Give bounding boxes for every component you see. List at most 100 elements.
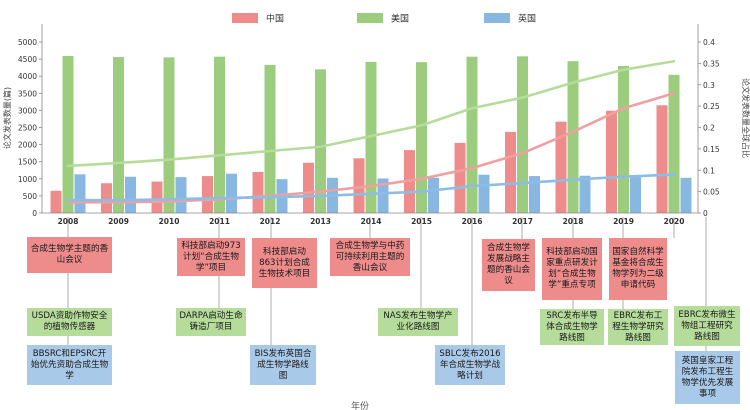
event-uk-2020: 英国皇家工程院发布工程生物学优先发展事项 bbox=[675, 351, 740, 404]
share-lines bbox=[66, 59, 676, 204]
event-cn-2018: 科技部启动国家重点研发计划“合成生物学”重点专项 bbox=[542, 238, 602, 300]
y-tick-label-left: 3000 bbox=[18, 106, 37, 115]
bar bbox=[62, 56, 74, 213]
x-tick-label: 2013 bbox=[310, 217, 331, 226]
share-line bbox=[66, 92, 676, 204]
bars bbox=[50, 56, 692, 214]
event-uk-2016: SBLC发布2016年合成生物学战略计划 bbox=[435, 345, 505, 385]
x-tick-label: 2012 bbox=[260, 217, 281, 226]
axes: 0 500 1000 1500 2000 2500 3000 3500 4000 4500 5000… bbox=[18, 24, 720, 226]
x-tick-label: 2009 bbox=[108, 217, 129, 226]
event-us-2015: NAS发布生物学产业化路线图 bbox=[378, 308, 458, 336]
event-us-2011: DARPA启动生命铸造厂项目 bbox=[176, 308, 246, 336]
bar bbox=[353, 158, 365, 213]
bar bbox=[252, 171, 264, 213]
legend-swatch bbox=[484, 13, 510, 23]
bar bbox=[517, 56, 528, 213]
bar bbox=[466, 56, 478, 214]
x-tick-label: 2019 bbox=[613, 217, 634, 226]
y-tick-label-right: 0.1 bbox=[703, 166, 715, 175]
bar bbox=[630, 175, 641, 213]
legend: 中国 美国 英国 bbox=[232, 13, 536, 25]
y-tick-label-right: 0 bbox=[703, 209, 708, 218]
y-tick-label-right: 0.25 bbox=[703, 102, 720, 111]
y-axis-label-left: 论文发表数量(篇) bbox=[2, 87, 12, 149]
bar bbox=[668, 74, 680, 213]
bar bbox=[365, 61, 377, 213]
bar bbox=[226, 173, 237, 213]
y-tick-label-left: 3500 bbox=[18, 89, 37, 98]
bar bbox=[163, 57, 175, 213]
x-tick-label: 2018 bbox=[563, 217, 584, 226]
share-line bbox=[66, 59, 676, 168]
event-us-2018: SRC发布半导体合成生物学路线图 bbox=[540, 309, 604, 345]
bar bbox=[377, 178, 389, 213]
y-tick-label-left: 4000 bbox=[18, 72, 37, 81]
x-axis-label: 年份 bbox=[351, 400, 369, 410]
y-tick-label-left: 4500 bbox=[18, 55, 37, 64]
x-tick-label: 2020 bbox=[664, 217, 685, 226]
bar bbox=[505, 131, 516, 213]
event-us-2020: EBRC发布微生物组工程研究路线图 bbox=[674, 306, 740, 346]
bar bbox=[656, 105, 668, 213]
bar bbox=[606, 110, 617, 213]
event-cn-2014: 合成生物学与中药可持续利用主题的香山会议 bbox=[330, 238, 410, 276]
x-tick-label: 2016 bbox=[462, 217, 483, 226]
y-tick-label-left: 2000 bbox=[18, 141, 37, 150]
event-us-2008: USDA资助作物安全的植物传感器 bbox=[27, 308, 112, 336]
bar bbox=[214, 56, 225, 214]
bar bbox=[618, 65, 629, 213]
legend-swatch bbox=[357, 13, 383, 23]
bar bbox=[478, 174, 490, 213]
legend-label: 英国 bbox=[518, 13, 536, 25]
share-line bbox=[66, 173, 676, 202]
y-tick-label-left: 1000 bbox=[18, 175, 37, 184]
y-tick-label-right: 0.35 bbox=[703, 59, 720, 68]
y-tick-label-right: 0.05 bbox=[703, 188, 720, 197]
event-cn-2017: 合成生物学发展战略主题的香山会议 bbox=[482, 239, 535, 291]
legend-swatch bbox=[232, 13, 258, 23]
bar bbox=[579, 175, 591, 213]
y-tick-label-left: 1500 bbox=[18, 158, 37, 167]
y-axis-label-right: 论文发表数量全球占比 bbox=[741, 78, 750, 158]
bar bbox=[125, 176, 136, 213]
x-tick-label: 2008 bbox=[58, 217, 79, 226]
event-cn-2011: 科技部启动973计划“合成生物学”项目 bbox=[177, 238, 245, 276]
x-tick-label: 2017 bbox=[512, 217, 533, 226]
bar bbox=[567, 61, 579, 213]
x-tick-label: 2015 bbox=[411, 217, 432, 226]
x-tick-label: 2010 bbox=[159, 217, 180, 226]
connector-lines bbox=[67, 217, 707, 351]
y-tick-label-right: 0.4 bbox=[703, 38, 715, 47]
event-uk-2012: BIS发布英国合成生物学路线图 bbox=[250, 345, 316, 385]
bar bbox=[74, 174, 86, 213]
y-tick-label-right: 0.3 bbox=[703, 81, 715, 90]
event-cn-2012: 科技部启动863计划合成生物技术项目 bbox=[252, 238, 317, 288]
y-tick-label-right: 0.15 bbox=[703, 145, 720, 154]
event-cn-2008: 合成生物学主题的香山会议 bbox=[27, 237, 112, 273]
legend-label: 美国 bbox=[391, 13, 409, 25]
legend-label: 中国 bbox=[266, 13, 284, 25]
bar bbox=[50, 190, 62, 213]
bar bbox=[101, 183, 112, 213]
event-us-2019: EBRC发布工程生物学研究路线图 bbox=[608, 309, 668, 345]
x-tick-label: 2014 bbox=[361, 217, 382, 226]
bar bbox=[264, 64, 276, 213]
bar bbox=[151, 181, 163, 213]
bar bbox=[454, 142, 466, 213]
bar bbox=[555, 121, 567, 213]
y-tick-label-right: 0.2 bbox=[703, 124, 715, 133]
y-tick-label-left: 5000 bbox=[18, 38, 37, 47]
bar bbox=[315, 69, 326, 213]
x-tick-label: 2011 bbox=[209, 217, 230, 226]
bar bbox=[202, 176, 213, 213]
bar bbox=[416, 62, 427, 213]
bar bbox=[529, 176, 540, 213]
bar bbox=[680, 177, 692, 213]
bar bbox=[175, 177, 187, 213]
y-tick-label-left: 500 bbox=[23, 192, 38, 201]
event-cn-2019: 国家自然科学基金将合成生物学列为二级申请代码 bbox=[609, 238, 667, 300]
bar bbox=[113, 57, 124, 213]
y-tick-label-left: 2500 bbox=[18, 124, 37, 133]
